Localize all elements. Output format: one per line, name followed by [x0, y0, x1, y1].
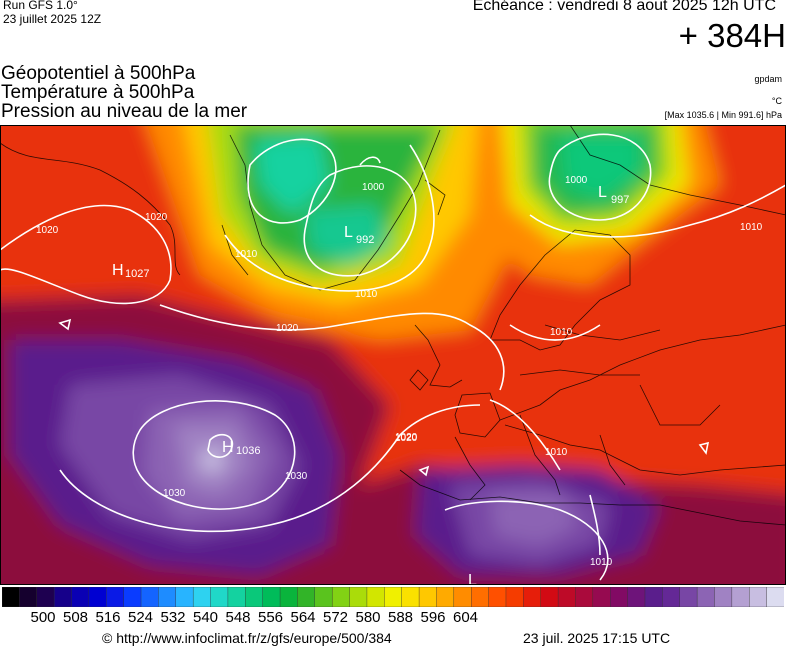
weather-map: 1020 1000 1010 1020 1030 1030 1020 1010 …	[0, 125, 786, 585]
pressure-range: [Max 1035.6 | Min 991.6] hPa	[664, 110, 782, 120]
low-pressure-value: 992	[356, 234, 374, 246]
color-scale-tick-label: 524	[127, 609, 154, 626]
color-scale-swatch	[366, 587, 385, 607]
color-scale-swatch	[19, 587, 38, 607]
color-scale-swatch	[575, 587, 594, 607]
color-scale-swatch	[36, 587, 55, 607]
isobar-label: 1020	[395, 433, 418, 444]
color-scale-tick-label: 596	[420, 609, 446, 626]
color-scale-tick-label: 564	[290, 609, 316, 626]
color-scale-swatch	[610, 587, 629, 607]
isobar-label: 1030	[163, 488, 186, 499]
isobar-label: 1010	[550, 327, 573, 338]
forecast-valid-time: Echéance : vendredi 8 aout 2025 12h UTC	[472, 0, 776, 14]
isobar-label: 1020	[276, 323, 299, 334]
footer-url: © http://www.infoclimat.fr/z/gfs/europe/…	[102, 630, 392, 646]
color-scale-tick-label: 516	[95, 609, 121, 626]
color-scale-swatch	[418, 587, 437, 607]
color-scale-tick-label: 532	[160, 609, 186, 626]
color-scale-swatch	[331, 587, 351, 607]
color-scale-tick-label: 572	[322, 609, 349, 626]
high-pressure-value: 1027	[125, 268, 149, 280]
low-pressure-letter: L	[598, 184, 607, 201]
color-scale-tick-label: 604	[452, 609, 479, 626]
color-scale-swatch	[175, 587, 194, 607]
color-scale-swatch	[297, 587, 316, 607]
color-scale-tick-label: 580	[355, 609, 381, 626]
color-scale-tick-label: 508	[62, 609, 89, 626]
color-scale-swatch	[540, 587, 559, 607]
color-scale-swatch	[557, 587, 576, 607]
color-scale-swatch	[53, 587, 73, 607]
high-pressure-value: 1036	[236, 445, 260, 457]
color-scale-swatch	[210, 587, 229, 607]
color-scale-swatch	[384, 587, 403, 607]
color-scale-tick-label: 540	[192, 609, 219, 626]
color-scale	[2, 587, 784, 607]
isobar-label: 1010	[590, 557, 613, 568]
color-scale-swatch	[627, 587, 646, 607]
isobar-label: 1020	[36, 225, 59, 236]
color-scale-tick-label: 500	[30, 609, 56, 626]
color-scale-swatch	[679, 587, 698, 607]
high-pressure-letter: H	[222, 439, 234, 456]
color-scale-swatch	[245, 587, 264, 607]
isobar-label: 1010	[740, 222, 763, 233]
color-scale-swatch	[158, 587, 177, 607]
footer-generated-time: 23 juil. 2025 17:15 UTC	[523, 630, 671, 646]
color-scale-tick-label: 588	[387, 609, 414, 626]
field-pressure: Pression au niveau de la mer	[1, 101, 248, 122]
color-scale-swatch	[523, 587, 542, 607]
high-pressure-letter: H	[112, 262, 124, 279]
color-scale-swatch	[453, 587, 472, 607]
low-pressure-value: 997	[611, 194, 629, 206]
color-scale-swatch	[227, 587, 246, 607]
color-scale-swatch	[2, 587, 20, 607]
field-temperature: Température à 500hPa	[1, 82, 195, 103]
unit-temperature: °C	[771, 96, 782, 106]
color-scale-swatch	[505, 587, 524, 607]
color-scale-swatch	[749, 587, 768, 607]
field-geopotential: Géopotentiel à 500hPa	[1, 63, 196, 84]
isobar-label: 1000	[565, 175, 588, 186]
color-scale-swatch	[279, 587, 298, 607]
low-pressure-letter: L	[344, 224, 353, 241]
isobar-label: 1010	[355, 289, 378, 300]
color-scale-swatch	[262, 587, 281, 607]
run-title: Run GFS 1.0°	[3, 0, 78, 12]
isobar-label: 1000	[362, 182, 385, 193]
color-scale-swatch	[662, 587, 681, 607]
color-scale-swatch	[314, 587, 333, 607]
color-scale-swatch	[349, 587, 368, 607]
isobar-label: 1010	[235, 249, 258, 260]
isobar-label: 1020	[395, 432, 418, 443]
color-scale-tick-label: 556	[257, 609, 284, 626]
color-scale-swatch	[644, 587, 663, 607]
color-scale-swatch	[88, 587, 107, 607]
color-scale-swatch	[471, 587, 490, 607]
color-scale-swatch	[766, 587, 784, 607]
color-scale-tick-label: 548	[225, 609, 251, 626]
color-scale-swatch	[731, 587, 750, 607]
color-scale-swatch	[401, 587, 420, 607]
isobar-label: 1020	[145, 212, 168, 223]
isobar-label: 1030	[285, 471, 308, 482]
isobar-label: 1010	[545, 447, 568, 458]
color-scale-swatch	[436, 587, 455, 607]
color-scale-swatch	[192, 587, 212, 607]
color-scale-swatch	[592, 587, 611, 607]
run-date: 23 juillet 2025 12Z	[3, 12, 102, 26]
color-scale-swatch	[714, 587, 733, 607]
color-scale-swatch	[488, 587, 507, 607]
unit-geopotential: gpdam	[754, 74, 782, 84]
color-scale-swatch	[71, 587, 90, 607]
color-scale-swatch	[696, 587, 715, 607]
color-scale-swatch	[140, 587, 159, 607]
lead-time: + 384H	[678, 17, 786, 54]
color-scale-swatch	[123, 587, 142, 607]
low-pressure-letter: L	[468, 572, 477, 585]
color-scale-swatch	[106, 587, 125, 607]
